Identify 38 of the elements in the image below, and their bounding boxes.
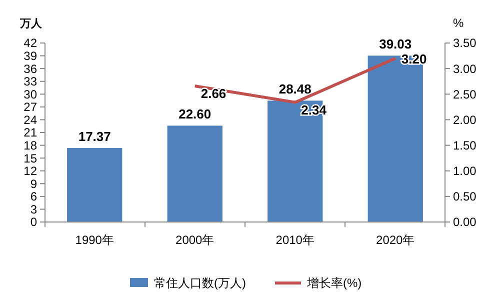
- y2-tick-label: 1.00: [453, 164, 477, 178]
- y-tick-label: 3: [30, 202, 38, 216]
- x-tick-label: 2020年: [376, 233, 415, 247]
- y2-tick-label: 0.00: [453, 215, 477, 230]
- y2-tick-label: 2.00: [453, 112, 477, 127]
- legend-label: 增长率(%): [306, 276, 362, 290]
- y-tick-label: 39: [24, 48, 38, 63]
- bar: [167, 126, 222, 222]
- y-tick-label: 24: [24, 112, 38, 127]
- y-tick-label: 6: [30, 190, 38, 204]
- y-tick-label: 18: [24, 138, 38, 152]
- y-tick-label: 21: [24, 126, 38, 140]
- y-axis-title: 万人: [19, 18, 43, 30]
- y-tick-label: 36: [24, 62, 38, 76]
- y-tick-label: 27: [24, 100, 38, 114]
- x-tick-label: 2010年: [276, 233, 314, 247]
- x-tick-label: 2000年: [176, 233, 214, 247]
- y2-tick-label: 0.50: [453, 190, 477, 204]
- y2-tick-label: 1.50: [453, 138, 477, 152]
- data-label: 39.03: [379, 36, 412, 52]
- y-tick-label: 12: [24, 164, 38, 178]
- data-label: 17.37: [78, 128, 111, 144]
- data-label: 28.48: [278, 82, 312, 97]
- y-tick-label: 15: [24, 151, 38, 166]
- y2-tick-label: 2.50: [453, 87, 477, 102]
- legend-label: 常住人口数(万人): [154, 276, 246, 290]
- y-tick-label: 33: [24, 74, 38, 89]
- y2-tick-label: 3.50: [453, 36, 477, 50]
- y-tick-label: 0: [30, 215, 38, 230]
- y-tick-label: 42: [24, 36, 38, 50]
- data-label: 2.66: [200, 86, 226, 101]
- x-tick-label: 1990年: [75, 233, 114, 247]
- y-tick-label: 9: [30, 176, 38, 191]
- y2-tick-label: 3.00: [453, 62, 477, 76]
- y2-axis-title: %: [453, 16, 464, 30]
- data-label: 22.60: [178, 106, 212, 122]
- y-tick-label: 30: [24, 87, 38, 102]
- bar: [67, 148, 122, 222]
